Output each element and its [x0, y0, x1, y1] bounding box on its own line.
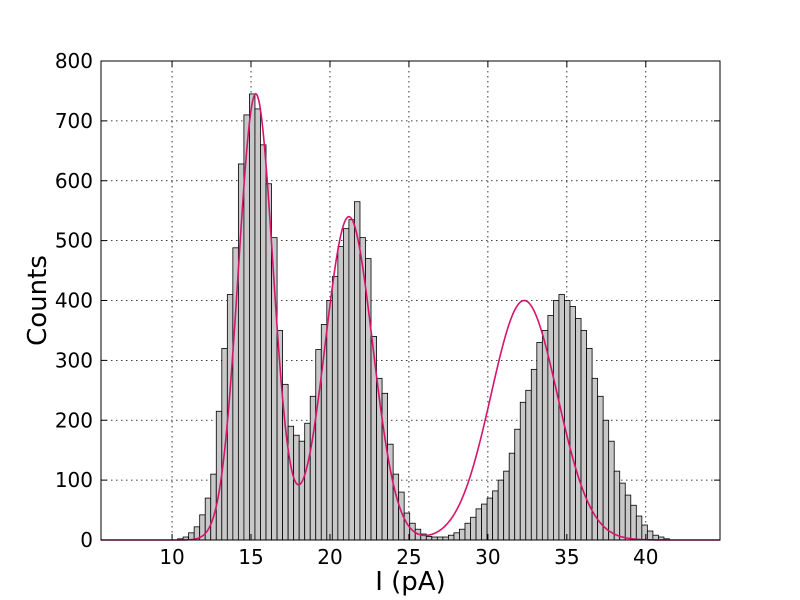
histogram-bar	[470, 516, 477, 541]
histogram-bar	[525, 389, 532, 541]
y-tick-label: 100	[55, 468, 93, 492]
histogram-bar	[254, 108, 261, 541]
x-axis-label: I (pA)	[375, 567, 446, 597]
histogram-bar	[348, 219, 355, 541]
histogram-bar	[646, 530, 654, 541]
y-axis-label: Counts	[23, 255, 53, 346]
fit-curve	[101, 92, 720, 541]
y-tick-label: 500	[55, 229, 93, 253]
histogram-bar	[564, 300, 571, 541]
histogram-bar	[580, 330, 587, 541]
histogram-bar	[337, 246, 344, 541]
histogram-bar	[298, 440, 306, 541]
y-tick-label: 600	[55, 169, 93, 193]
histogram-bar	[608, 440, 615, 541]
histogram-bar	[425, 536, 433, 541]
x-tick-label: 40	[633, 545, 658, 569]
histogram-bar	[575, 318, 582, 541]
histogram-bar	[304, 422, 311, 541]
histogram-bar	[536, 342, 543, 541]
histogram-bar	[459, 528, 466, 541]
histogram-bar	[249, 93, 256, 541]
histogram-bar	[547, 315, 554, 541]
histogram-bar	[481, 503, 488, 541]
histogram-bar	[492, 490, 499, 541]
histogram-bar	[597, 395, 604, 541]
histogram-bar	[558, 294, 565, 541]
histogram-bar	[381, 392, 389, 541]
y-tick-label: 0	[80, 528, 93, 552]
histogram-bar	[354, 201, 361, 541]
histogram-bar	[331, 276, 339, 541]
histogram-bar	[326, 300, 333, 541]
histogram-bar	[569, 306, 576, 541]
histogram-bar	[613, 470, 621, 541]
x-tick-label: 20	[317, 545, 342, 569]
y-tick-label: 200	[55, 408, 93, 432]
histogram-bar	[486, 497, 494, 541]
histogram-bar	[635, 515, 643, 541]
histogram-bar	[365, 258, 372, 541]
histogram-bar	[342, 228, 350, 541]
x-tick-label: 15	[238, 545, 263, 569]
histogram-bar	[630, 504, 637, 541]
histogram-bar	[530, 368, 538, 541]
histogram-bar	[453, 532, 460, 541]
histogram-bar	[508, 452, 516, 541]
histogram-bar	[475, 508, 482, 541]
histogram-bar	[553, 300, 560, 541]
histogram-bar	[619, 482, 626, 541]
x-tick-label: 25	[396, 545, 421, 569]
histogram-bar	[464, 522, 471, 541]
histogram-bar	[293, 434, 300, 541]
histogram-bar	[624, 494, 632, 541]
histogram-bar	[287, 425, 295, 541]
histogram-bars	[177, 93, 670, 541]
histogram-bar	[541, 330, 549, 541]
y-tick-label: 400	[55, 289, 93, 313]
histogram-bar	[497, 479, 505, 541]
histogram-bar	[503, 470, 510, 541]
y-tick-label: 800	[55, 49, 93, 73]
histogram-bar	[519, 401, 527, 541]
histogram-bar	[641, 524, 648, 541]
x-tick-label: 35	[554, 545, 579, 569]
x-tick-label: 30	[475, 545, 500, 569]
histogram-bar	[514, 428, 521, 541]
y-tick-label: 300	[55, 348, 93, 372]
histogram-bar	[602, 419, 610, 541]
y-tick-label: 700	[55, 109, 93, 133]
histogram-bar	[260, 144, 267, 541]
x-tick-label: 10	[159, 545, 184, 569]
histogram-bar	[447, 534, 455, 541]
histogram-bar	[586, 347, 593, 541]
grid-lines	[101, 60, 720, 541]
